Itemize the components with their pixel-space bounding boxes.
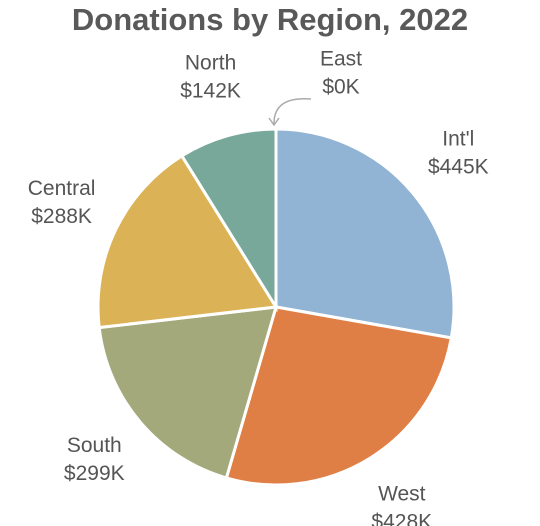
slice-label: Central <box>28 177 96 200</box>
pie-slice <box>179 127 278 313</box>
slice-label: Int'l <box>442 128 474 151</box>
slice-label: South <box>67 434 122 457</box>
slice-value-label: $0K <box>322 76 359 99</box>
slice-label: East <box>320 48 362 71</box>
slice-value-label: $445K <box>428 156 489 179</box>
label-arrowhead <box>268 117 280 127</box>
pie-slice <box>224 305 454 487</box>
chart-title: Donations by Region, 2022 <box>72 2 468 37</box>
label-arrow <box>273 98 312 126</box>
slice-value-label: $142K <box>180 80 241 103</box>
slice-label: West <box>378 483 426 506</box>
pie-slice <box>96 153 279 330</box>
slice-value-label: $299K <box>64 462 125 485</box>
slice-value-label: $288K <box>31 205 92 228</box>
slice-value-label: $428K <box>371 511 432 526</box>
pie-slice <box>274 127 456 340</box>
slice-label: North <box>185 52 236 75</box>
pie-slice <box>97 305 279 480</box>
